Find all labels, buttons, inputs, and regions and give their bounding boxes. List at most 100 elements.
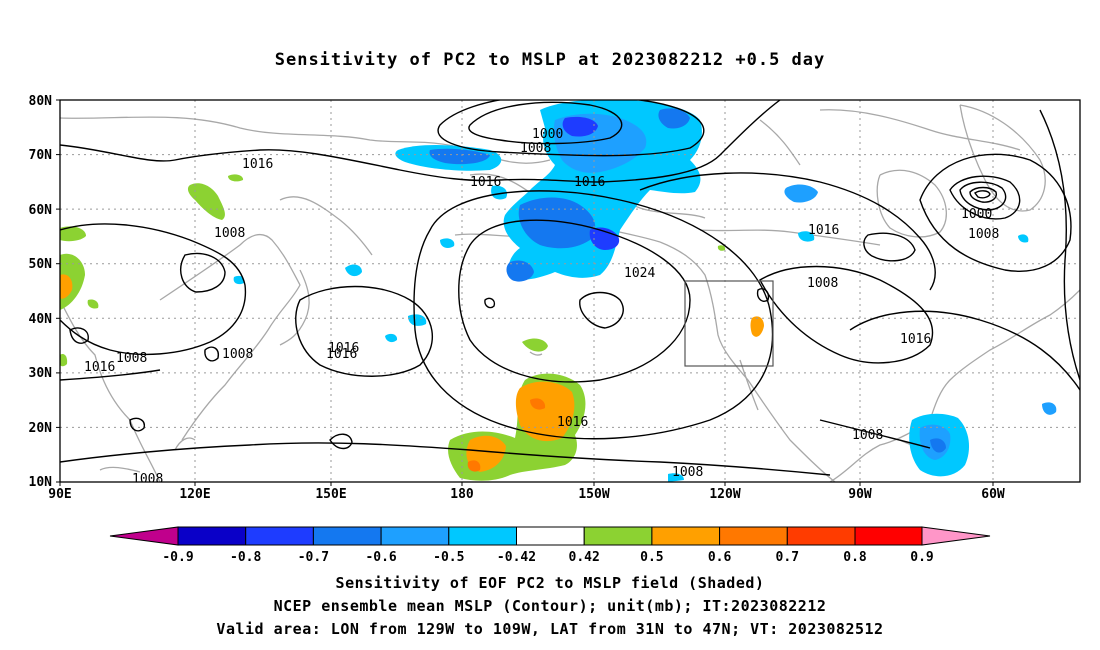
contour-label: 1016 [470,175,501,190]
colorbar-label: 0.7 [776,550,799,565]
blue-region-7 [506,260,534,282]
green-region-6 [60,354,68,367]
green-region-2 [522,338,548,352]
colorbar-swatch [583,526,653,546]
lon-ticks [59,482,994,486]
lon-label: 120E [179,487,210,502]
lat-label: 70N [29,148,53,163]
colorbar-label: 0.5 [640,550,663,565]
lat-label: 60N [29,203,53,218]
lat-label: 20N [29,421,53,436]
contour-label: 1008 [968,227,999,242]
colorbar-label: -0.42 [497,550,536,565]
map-frame [59,99,1081,483]
contour-label: 1016 [574,175,605,190]
contour-label: 1008 [852,428,883,443]
blue-region-13 [408,314,427,326]
blue-region-16 [784,184,818,203]
lon-label: 180 [450,487,474,502]
colorbar-swatch [380,526,450,546]
blue-region-14 [385,333,398,343]
colorbar-swatch [448,526,517,546]
orange-region-1 [515,381,575,442]
lon-label: 60W [981,487,1005,502]
lat-label: 30N [29,366,53,381]
contour-label: 1016 [328,341,359,356]
blue-region-23 [668,473,684,482]
colorbar-swatch [245,526,314,546]
lon-label: 90E [48,487,71,502]
colorbar-arrow-left [109,526,179,546]
colorbar-label: -0.7 [298,550,329,565]
green-region-5 [87,299,99,309]
orange-region-3 [467,460,481,472]
lon-label: 150W [578,487,609,502]
lat-label: 50N [29,257,53,272]
contour-label: 1008 [222,347,253,362]
colorbar-swatch [516,526,585,546]
contour-label: 1016 [326,347,357,362]
contour-label: 1016 [900,332,931,347]
contour-label: 1000 [961,207,992,222]
orange-region-5 [60,274,73,299]
colorbar-swatch [177,526,247,546]
blue-region-12 [345,264,362,277]
contour-label: 1008 [807,276,838,291]
lat-label: 40N [29,312,53,327]
colorbar [109,526,991,546]
contour-label: 1008 [214,226,245,241]
colorbar-label: -0.6 [365,550,396,565]
blue-region-15 [233,275,245,285]
blue-region-22 [1042,402,1057,415]
sensitivity-shading [60,100,1057,482]
contour-label-group: 1000 1008 1016 1016 1016 1016 1008 1008 … [84,127,999,482]
valid-area-box [684,280,774,367]
colorbar-swatch [854,526,923,546]
lat-label: 80N [29,94,53,109]
colorbar-label: 0.6 [708,550,732,565]
caption-line-3: Valid area: LON from 129W to 109W, LAT f… [216,620,884,638]
graticule [60,100,1080,482]
green-region-8 [228,174,244,182]
colorbar-label: -0.8 [230,550,261,565]
mslp-contours [60,100,1080,476]
contour-label: 1024 [624,266,655,281]
contour-label: 1008 [672,465,703,480]
colorbar-label: -0.9 [162,550,193,565]
colorbar-arrow-right [921,526,991,546]
colorbar-label: 0.8 [843,550,867,565]
map-title: Sensitivity of PC2 to MSLP at 2023082212… [274,50,826,70]
contour-label: 1000 [532,127,563,142]
orange-region-6 [750,316,764,337]
contour-label: 1016 [84,360,115,375]
lon-label: 150E [315,487,346,502]
blue-region-10 [491,185,508,200]
blue-region-17 [798,231,815,242]
colorbar-label: 0.42 [569,550,600,565]
colorbar-swatch [786,526,856,546]
blue-region-21 [930,438,946,453]
blue-region-3 [518,197,596,249]
contour-label: 1016 [808,223,839,238]
blue-region-11 [440,238,455,248]
colorbar-label: 0.9 [910,550,933,565]
contour-label: 1008 [116,351,147,366]
green-region-4 [60,226,86,242]
lon-label: 90W [848,487,872,502]
contour-label: 1016 [242,157,273,172]
blue-region-6 [658,108,690,129]
blue-region-18 [1018,234,1029,243]
lat-label: 10N [29,475,53,490]
caption-line-2: NCEP ensemble mean MSLP (Contour); unit(… [273,597,827,615]
lon-label: 120W [709,487,740,502]
contour-label: 1016 [557,415,588,430]
blue-region-5 [562,116,598,137]
map-layers: 1000 1008 1016 1016 1016 1016 1008 1008 … [60,100,1080,482]
contour-label: 1008 [520,141,551,156]
colorbar-swatch [719,526,788,546]
colorbar-swatch [312,526,382,546]
blue-region-9 [429,148,490,165]
caption-line-1: Sensitivity of EOF PC2 to MSLP field (Sh… [335,574,765,592]
lat-ticks [56,99,60,483]
